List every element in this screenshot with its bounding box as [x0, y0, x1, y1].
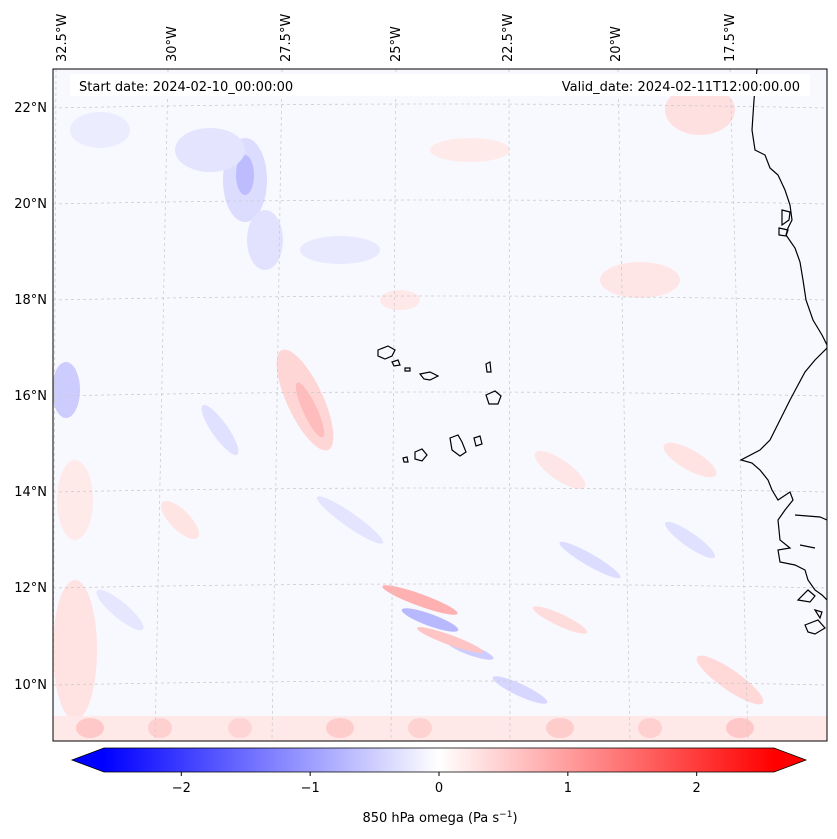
valid-date-label: Valid_date: 2024-02-11T12:00:00.00: [562, 80, 800, 95]
date-header-band: [70, 74, 810, 96]
colorbar-scale: [104, 748, 774, 772]
lat-label: 14°N: [14, 485, 47, 500]
coastline: [739, 69, 827, 635]
longitude-labels: 32.5°W 30°W 27.5°W 25°W 22.5°W 20°W 17.5…: [55, 14, 738, 62]
colorbar-max-extend: [774, 748, 806, 772]
cape-verde-islands: [377, 345, 502, 463]
lat-label: 12°N: [14, 581, 47, 596]
colorbar: −2 −1 0 1 2 850 hPa omega (Pa s−1): [70, 747, 808, 826]
omega-field: [53, 85, 827, 741]
colorbar-tick-label: −1: [301, 781, 320, 796]
colorbar-tick-label: −2: [172, 781, 191, 796]
colorbar-ticks: −2 −1 0 1 2: [172, 772, 701, 796]
lon-label: 32.5°W: [55, 14, 70, 62]
colorbar-min-extend: [72, 748, 104, 772]
africa-coast: [739, 69, 827, 601]
lon-label: 30°W: [165, 26, 180, 62]
colorbar-label: 850 hPa omega (Pa s−1): [362, 810, 517, 826]
lon-label: 25°W: [389, 26, 404, 62]
lon-label: 17.5°W: [723, 14, 738, 62]
latitude-labels: 22°N 20°N 18°N 16°N 14°N 12°N 10°N: [14, 101, 47, 693]
lon-label: 22.5°W: [501, 14, 516, 62]
colorbar-outline: [70, 747, 808, 773]
colorbar-tick-label: 0: [435, 781, 443, 796]
lon-label: 20°W: [609, 26, 624, 62]
colorbar-tick-label: 1: [564, 781, 572, 796]
lat-label: 16°N: [14, 389, 47, 404]
map-frame: [52, 68, 828, 742]
start-date-label: Start date: 2024-02-10_00:00:00: [79, 80, 293, 95]
lat-label: 18°N: [14, 293, 47, 308]
lat-label: 20°N: [14, 197, 47, 212]
lon-label: 27.5°W: [279, 14, 294, 62]
map-panel: [53, 69, 827, 741]
lat-label: 10°N: [14, 678, 47, 693]
colorbar-tick-label: 2: [693, 781, 701, 796]
lat-label: 22°N: [14, 101, 47, 116]
